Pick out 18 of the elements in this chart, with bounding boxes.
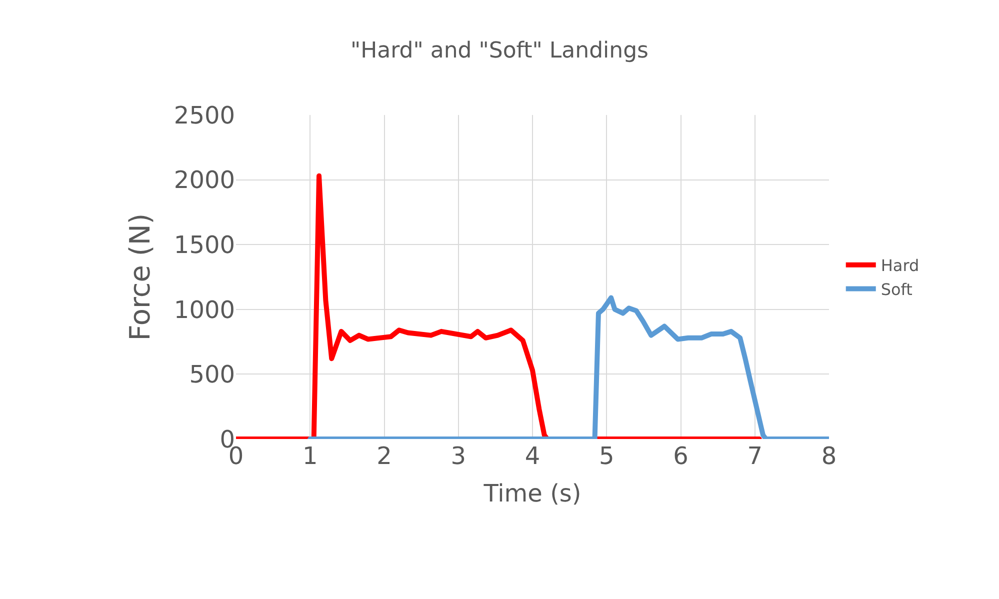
legend-label: Hard	[880, 256, 920, 276]
y-tick-label: 1500	[174, 231, 235, 259]
x-tick-label: 2	[376, 442, 392, 470]
y-tick-label: 2000	[174, 166, 235, 194]
y-tick-label: 2500	[174, 101, 235, 130]
chart-title: "Hard" and "Soft" Landings	[350, 38, 649, 64]
legend-label: Soft	[880, 280, 912, 299]
x-axis-title: Time (s)	[482, 479, 582, 508]
x-tick-label: 6	[673, 442, 688, 470]
x-tick-label: 5	[598, 442, 614, 470]
y-tick-label: 1000	[174, 296, 235, 324]
y-axis-title: Force (N)	[124, 213, 157, 341]
y-tick-label: 500	[189, 360, 235, 389]
x-tick-label: 3	[450, 442, 466, 470]
x-tick-label: 7	[747, 442, 763, 470]
x-tick-label: 8	[821, 442, 837, 470]
x-tick-label: 4	[524, 442, 540, 470]
x-tick-label: 1	[302, 442, 318, 470]
